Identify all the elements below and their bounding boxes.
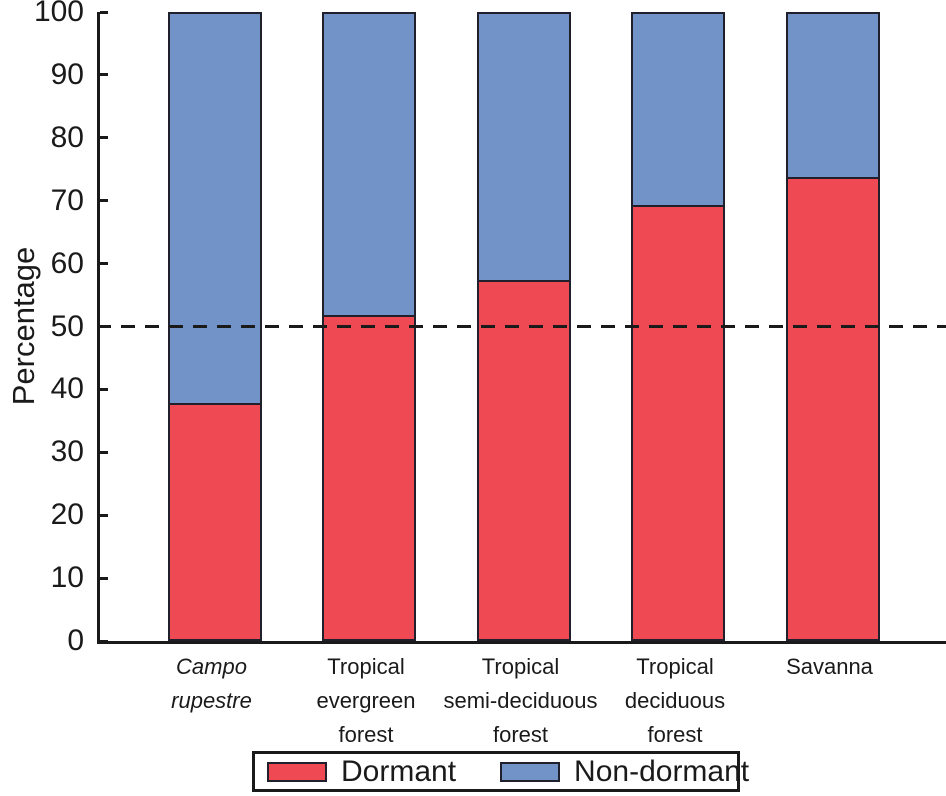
bar-segment-dormant: [787, 176, 878, 639]
bar-segment-dormant: [633, 205, 723, 639]
legend: Dormant Non-dormant: [252, 751, 749, 792]
y-axis-tick-80: [100, 136, 108, 140]
y-axis-tick-label-80: 80: [50, 120, 84, 154]
y-axis-tick-40: [100, 387, 108, 391]
y-axis-tick-60: [100, 262, 108, 266]
legend-label-dormant: Dormant: [341, 754, 457, 788]
bar-segment-dormant: [169, 403, 260, 639]
y-axis-tick-label-10: 10: [50, 561, 84, 595]
x-axis-label-line: Savanna: [786, 654, 873, 679]
x-axis-label-tropical-deciduous-forest: Tropical deciduous forest: [560, 650, 790, 752]
x-axis-label-line: deciduous: [624, 688, 726, 713]
y-axis-tick-label-100: 100: [33, 0, 84, 28]
x-axis-label-line: semi-deciduous: [443, 688, 598, 713]
bar-segment-dormant: [478, 280, 569, 639]
y-axis-tick-30: [100, 450, 108, 454]
x-axis-label-line: Tropical: [481, 654, 560, 679]
y-axis-tick-20: [100, 513, 108, 517]
plot-area: [97, 12, 946, 644]
y-axis-tick-label-30: 30: [50, 435, 84, 469]
x-axis-label-line: Tropical: [327, 654, 405, 679]
x-axis-label-line: forest: [647, 722, 703, 747]
y-axis-tick-label-60: 60: [50, 246, 84, 280]
legend-swatch-non-dormant: [500, 761, 561, 782]
bar-segment-dormant: [324, 315, 414, 639]
fifty-percent-reference-line: [97, 325, 946, 328]
legend-swatch-dormant: [267, 761, 327, 782]
y-axis-tick-label-40: 40: [50, 372, 84, 406]
y-axis-tick-label-70: 70: [50, 183, 84, 217]
x-axis-label-line: forest: [338, 722, 394, 747]
x-axis-label-line: forest: [492, 722, 549, 747]
y-axis-tick-70: [100, 199, 108, 203]
x-axis-label-line: evergreen: [316, 688, 416, 713]
x-axis-label-tropical-evergreen-forest: Tropical evergreen forest: [251, 650, 481, 752]
x-axis-label-tropical-semi-deciduous-forest: Tropical semi-deciduous forest: [406, 650, 636, 752]
legend-label-non-dormant: Non-dormant: [574, 754, 750, 788]
y-axis-tick-label-90: 90: [50, 57, 84, 91]
x-axis-label-line: rupestre: [171, 688, 252, 713]
y-axis-tick-90: [100, 73, 108, 77]
bar-tropical-semi-deciduous-forest: [476, 12, 571, 641]
x-axis-label-campo-rupestre: Campo rupestre: [97, 650, 327, 718]
x-axis-label-line: Campo: [176, 654, 247, 679]
y-axis-tick-0: [100, 639, 108, 643]
y-axis-tick-label-50: 50: [50, 309, 84, 343]
y-axis-tick-label-0: 0: [67, 624, 84, 657]
y-axis-tick-10: [100, 576, 108, 580]
y-axis-tick-label-20: 20: [50, 498, 84, 532]
x-axis-label-line: Tropical: [636, 654, 714, 679]
x-axis-label-savanna: Savanna: [715, 650, 945, 684]
y-axis-tick-100: [100, 10, 108, 14]
